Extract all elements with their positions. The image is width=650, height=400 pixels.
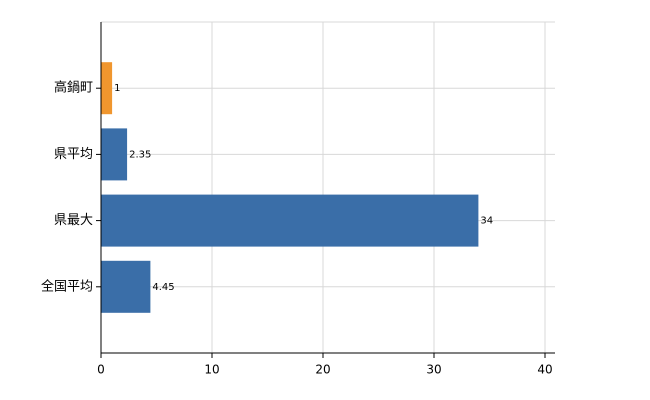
value-label: 1 (114, 83, 120, 94)
y-tick-label: 全国平均 (41, 278, 93, 294)
y-tick-label: 高鍋町 (54, 80, 93, 96)
x-tick-label: 40 (537, 363, 552, 377)
x-tick-label: 10 (204, 363, 219, 377)
bar (101, 62, 113, 115)
bar (101, 194, 479, 247)
x-tick-label: 0 (97, 363, 105, 377)
value-label: 34 (480, 216, 493, 227)
y-tick-label: 県平均 (54, 147, 93, 162)
y-tick-label: 県最大 (54, 213, 93, 228)
value-label: 2.35 (129, 149, 151, 160)
x-tick-label: 30 (426, 363, 441, 377)
x-tick-label: 20 (315, 363, 330, 377)
bar (101, 260, 151, 313)
value-label: 4.45 (152, 282, 174, 293)
bar (101, 128, 128, 181)
